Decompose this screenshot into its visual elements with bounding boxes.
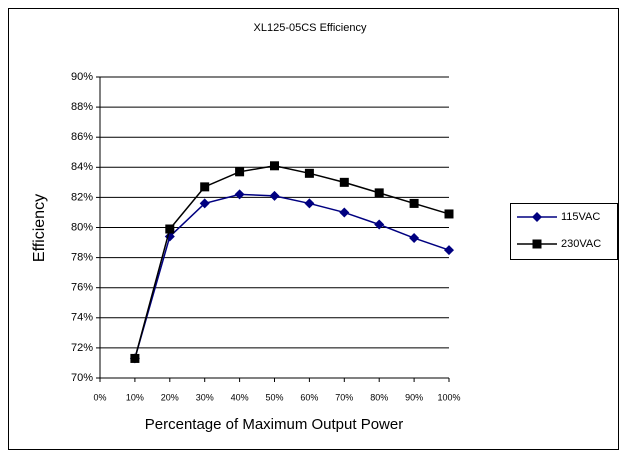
x-tick-label: 30% — [196, 392, 214, 402]
marker — [234, 189, 245, 200]
marker — [304, 168, 314, 178]
y-tick-label: 88% — [71, 101, 93, 113]
series-line — [134, 193, 450, 359]
legend-marker — [532, 239, 542, 249]
x-tick-label: 40% — [231, 392, 249, 402]
marker — [374, 219, 385, 230]
x-tick-label: 80% — [370, 392, 388, 402]
marker — [374, 188, 384, 198]
x-tick-label: 70% — [335, 392, 353, 402]
y-tick-label: 74% — [71, 312, 93, 324]
x-tick-label: 60% — [300, 392, 318, 402]
legend-box — [510, 203, 618, 260]
marker — [409, 198, 419, 208]
y-tick-label: 82% — [71, 191, 93, 203]
marker — [200, 182, 210, 192]
marker — [304, 198, 315, 209]
x-tick-label: 10% — [126, 392, 144, 402]
marker — [409, 233, 420, 244]
x-tick-label: 100% — [437, 392, 460, 402]
marker — [165, 224, 175, 234]
legend-label: 115VAC — [561, 211, 600, 223]
x-tick-label: 0% — [93, 392, 106, 402]
x-tick-label: 90% — [405, 392, 423, 402]
chart-title: XL125-05CS Efficiency — [254, 22, 367, 34]
marker — [270, 161, 279, 171]
marker — [444, 209, 454, 219]
x-tick-label: 50% — [265, 392, 283, 402]
marker — [269, 190, 280, 201]
y-tick-label: 70% — [71, 372, 93, 384]
y-tick-label: 90% — [71, 71, 93, 83]
y-tick-label: 78% — [71, 252, 93, 264]
marker — [339, 207, 350, 218]
y-tick-label: 76% — [71, 282, 93, 294]
y-tick-label: 86% — [71, 131, 93, 143]
legend-label: 230VAC — [561, 238, 601, 250]
marker — [339, 177, 349, 187]
y-tick-label: 84% — [71, 161, 93, 173]
marker — [235, 167, 245, 177]
x-tick-label: 20% — [161, 392, 179, 402]
marker — [444, 245, 454, 256]
y-tick-label: 72% — [71, 342, 93, 354]
y-tick-label: 80% — [71, 221, 93, 233]
marker — [130, 353, 140, 363]
x-axis-label: Percentage of Maximum Output Power — [145, 416, 403, 433]
legend-marker — [532, 212, 542, 222]
y-axis-label: Efficiency — [31, 194, 48, 262]
marker — [199, 198, 210, 209]
series-line — [134, 165, 450, 359]
